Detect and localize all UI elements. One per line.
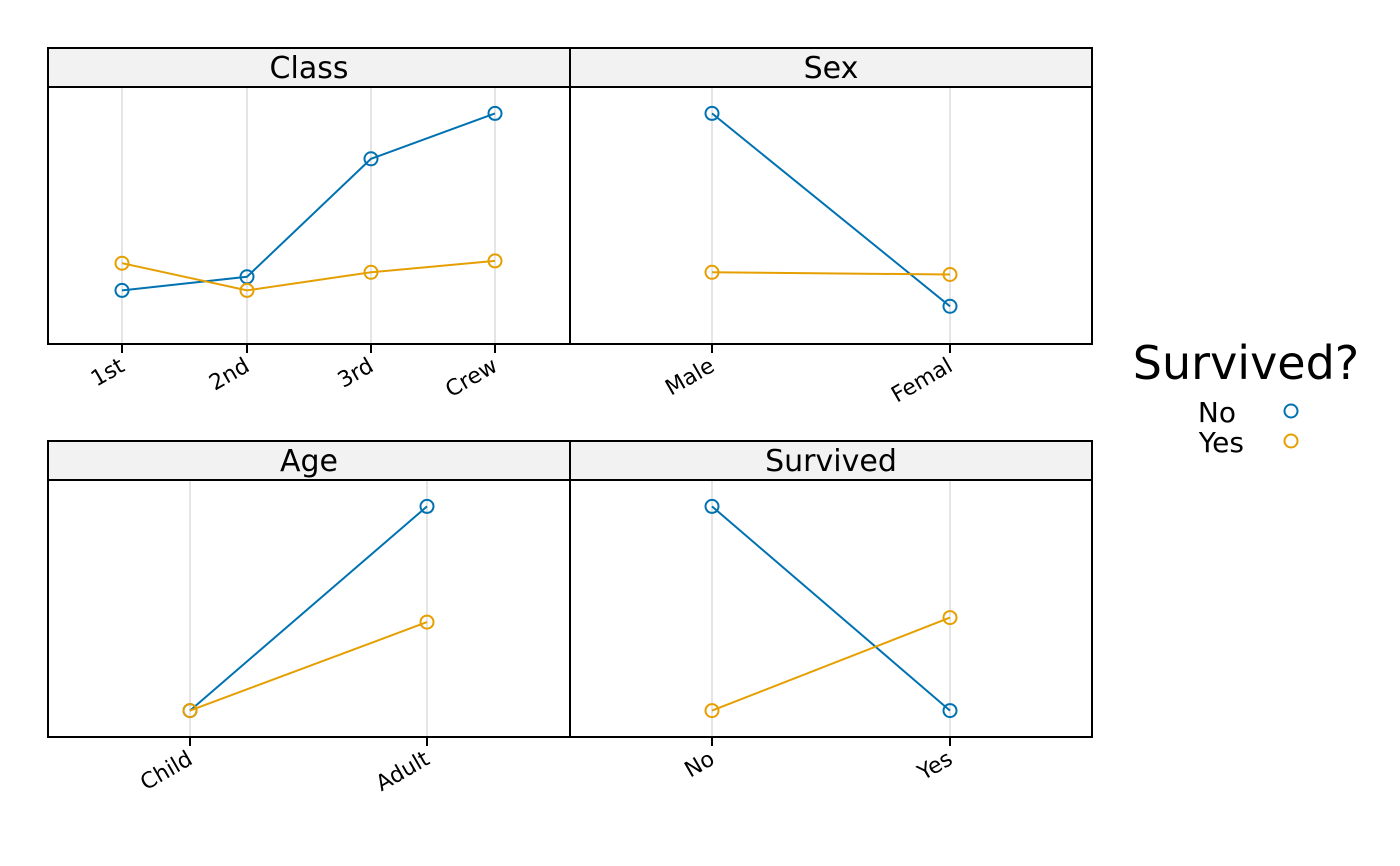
legend-label-no: No <box>1198 396 1236 429</box>
panel-title-age: Age <box>280 444 338 479</box>
point-sex-yes-femal <box>942 267 958 282</box>
point-sex-no-femal <box>942 298 958 314</box>
tick-label-class-2nd: 2nd <box>205 354 254 397</box>
tick-label-class-1st: 1st <box>87 353 129 392</box>
point-survived-yes-no <box>704 703 720 719</box>
series-line-survived-yes <box>711 616 951 712</box>
panel-class: Class 1st 2nd 3rd Crew <box>47 47 571 403</box>
panel-survived: Survived No Yes <box>569 440 1093 787</box>
panel-frame-class <box>47 86 571 345</box>
series-line-class-yes <box>121 259 496 292</box>
point-sex-yes-male <box>704 264 720 280</box>
tick-label-class-crew: Crew <box>441 354 502 403</box>
panel-title-sex: Sex <box>804 51 859 86</box>
panel-title-class: Class <box>270 51 349 86</box>
panel-strip-survived <box>569 440 1093 481</box>
panels-group: Class 1st 2nd 3rd Crew Sex Male Femal Age Child Ad… <box>47 47 1093 797</box>
tick-label-sex-femal: Femal <box>887 354 957 409</box>
tick-label-survived-no: No <box>681 747 719 784</box>
series-line-age-yes <box>189 621 428 712</box>
series-line-survived-no <box>711 505 951 712</box>
series-line-class-no <box>121 112 496 292</box>
point-survived-no-yes <box>942 703 958 719</box>
point-class-no-3rd <box>363 151 379 167</box>
legend: Survived? No Yes <box>1133 336 1359 459</box>
series-line-sex-no <box>711 112 951 308</box>
tick-label-sex-male: Male <box>661 354 719 402</box>
point-age-yes-adult <box>419 614 435 630</box>
point-age-yes-child <box>182 703 198 719</box>
panel-frame-sex <box>569 86 1093 345</box>
legend-marker-yes <box>1283 433 1299 449</box>
point-class-yes-crew <box>487 253 503 269</box>
panel-strip-sex <box>569 47 1093 88</box>
legend-title: Survived? <box>1133 336 1359 390</box>
point-survived-yes-yes <box>942 610 958 626</box>
panel-title-survived: Survived <box>765 444 897 479</box>
point-class-yes-2nd <box>239 282 255 298</box>
series-line-sex-yes <box>711 271 951 276</box>
point-sex-no-male <box>704 105 720 121</box>
tick-label-class-3rd: 3rd <box>334 354 378 394</box>
legend-label-yes: Yes <box>1198 426 1244 459</box>
panel-strip-class <box>47 47 571 88</box>
point-survived-no-no <box>704 498 720 514</box>
tick-label-age-child: Child <box>136 747 197 796</box>
point-class-yes-3rd <box>363 264 379 280</box>
legend-marker-no <box>1283 403 1299 419</box>
tick-label-survived-yes: Yes <box>913 747 957 787</box>
series-line-age-no <box>189 505 428 712</box>
point-class-no-crew <box>487 105 503 121</box>
point-class-no-1st <box>114 282 130 298</box>
panel-age: Age Child Adult <box>47 440 571 797</box>
tick-label-age-adult: Adult <box>372 746 434 796</box>
panel-frame-survived <box>569 479 1093 738</box>
panel-sex: Sex Male Femal <box>569 47 1093 409</box>
point-age-no-adult <box>419 498 435 514</box>
point-class-yes-1st <box>114 255 130 271</box>
